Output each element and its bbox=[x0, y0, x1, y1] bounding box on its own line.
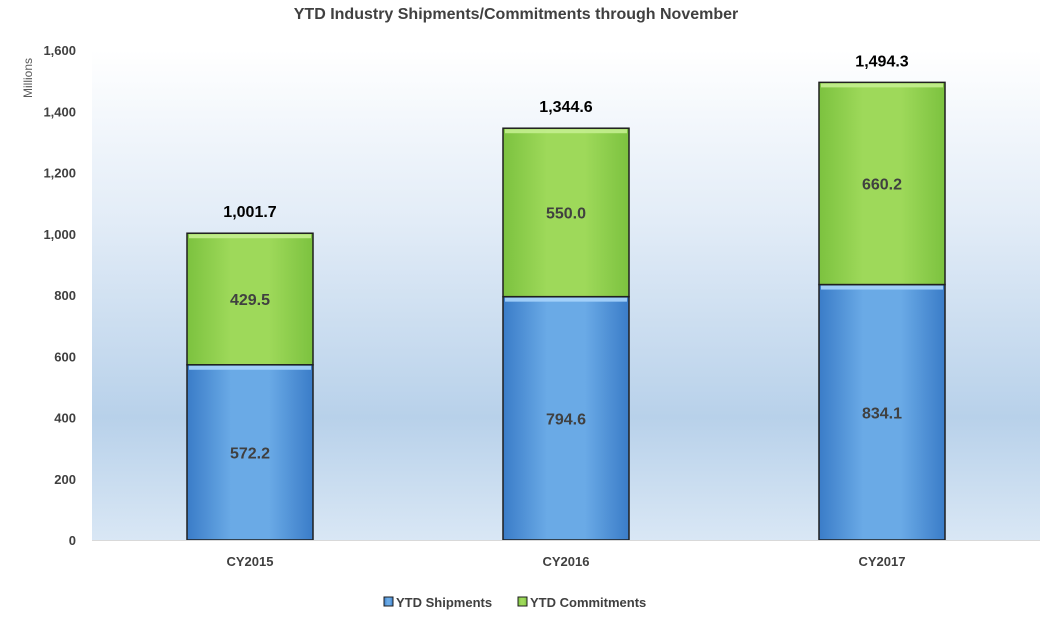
legend: YTD Shipments YTD Commitments bbox=[383, 595, 646, 610]
x-tick-label: CY2017 bbox=[859, 554, 906, 569]
chart-title: YTD Industry Shipments/Commitments throu… bbox=[294, 6, 738, 23]
x-axis: CY2015 CY2016 CY2017 bbox=[92, 540, 1040, 569]
data-label-total: 1,001.7 bbox=[223, 204, 276, 221]
data-label-commitments: 660.2 bbox=[862, 176, 902, 193]
data-label-total: 1,494.3 bbox=[855, 53, 908, 70]
bar-commitments bbox=[186, 232, 314, 366]
bar-bevel bbox=[505, 297, 627, 302]
bar-segment-group: 660.2 bbox=[818, 81, 946, 286]
legend-commitments-label: YTD Commitments bbox=[530, 595, 646, 610]
x-tick-label: CY2016 bbox=[543, 554, 590, 569]
y-tick-label: 200 bbox=[54, 472, 76, 487]
bar-segment-group: 794.6 bbox=[502, 295, 630, 541]
bar-bevel bbox=[821, 285, 943, 290]
legend-shipments-swatch bbox=[383, 596, 394, 607]
legend-shipments: YTD Shipments bbox=[383, 595, 492, 610]
bar-segment-group: 429.5 bbox=[186, 232, 314, 366]
bars: 572.2 429.5 1,001.7 794.6 550.0 1,344.6 834.1 6… bbox=[186, 53, 946, 541]
y-tick-label: 1,200 bbox=[43, 166, 76, 181]
legend-commitments-swatch bbox=[517, 596, 528, 607]
bar-bevel bbox=[189, 234, 311, 239]
x-tick-label: CY2015 bbox=[227, 554, 274, 569]
bar-commitments bbox=[818, 81, 946, 286]
bar-bevel bbox=[821, 83, 943, 88]
y-tick-label: 800 bbox=[54, 288, 76, 303]
y-tick-label: 1,000 bbox=[43, 227, 76, 242]
bar-segment-group: 834.1 bbox=[818, 283, 946, 541]
bar-commitments bbox=[502, 127, 630, 298]
data-label-shipments: 834.1 bbox=[862, 405, 902, 422]
y-axis: 0 200 400 600 800 1,000 1,200 1,400 1,600 bbox=[43, 43, 76, 548]
y-tick-label: 1,400 bbox=[43, 104, 76, 119]
y-tick-label: 0 bbox=[69, 533, 76, 548]
bar-bevel bbox=[505, 129, 627, 134]
bar-shipments bbox=[186, 364, 314, 541]
data-label-commitments: 429.5 bbox=[230, 292, 270, 309]
y-tick-label: 400 bbox=[54, 411, 76, 426]
bar-shipments bbox=[502, 295, 630, 541]
bar-segment-group: 572.2 bbox=[186, 364, 314, 541]
bar-bevel bbox=[189, 365, 311, 370]
data-label-shipments: 794.6 bbox=[546, 411, 586, 428]
y-axis-label: Millions bbox=[21, 58, 35, 98]
bar-shipments bbox=[818, 283, 946, 541]
data-label-total: 1,344.6 bbox=[539, 99, 592, 116]
y-tick-label: 600 bbox=[54, 349, 76, 364]
bar-segment-group: 550.0 bbox=[502, 127, 630, 298]
data-label-shipments: 572.2 bbox=[230, 445, 270, 462]
y-tick-label: 1,600 bbox=[43, 43, 76, 58]
legend-commitments: YTD Commitments bbox=[517, 595, 646, 610]
data-label-commitments: 550.0 bbox=[546, 205, 586, 222]
legend-shipments-label: YTD Shipments bbox=[396, 595, 492, 610]
